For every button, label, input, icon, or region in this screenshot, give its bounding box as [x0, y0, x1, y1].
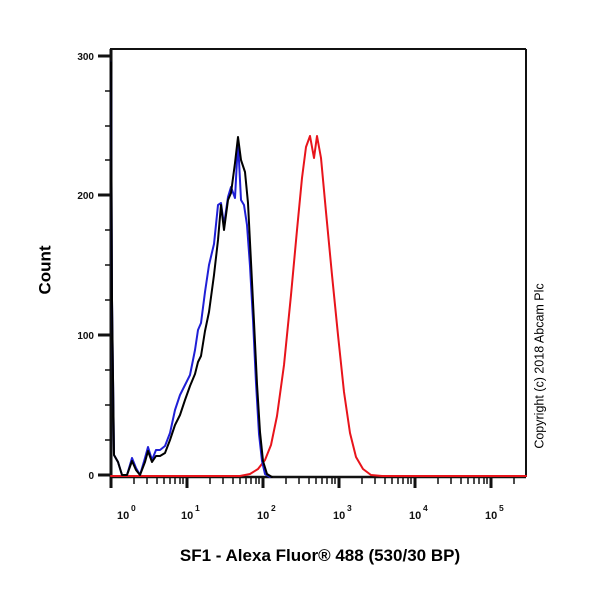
- copyright-notice: Copyright (c) 2018 Abcam Plc: [533, 283, 548, 449]
- svg-text:3: 3: [347, 503, 352, 513]
- x-tick-10e4: 10 4: [409, 503, 428, 522]
- svg-text:10: 10: [257, 510, 269, 522]
- svg-text:10: 10: [409, 510, 421, 522]
- x-axis-title: SF1 - Alexa Fluor® 488 (530/30 BP): [179, 546, 461, 565]
- svg-text:10: 10: [485, 510, 497, 522]
- series-black-control: [110, 61, 273, 478]
- svg-text:1: 1: [195, 503, 200, 513]
- y-axis: [98, 54, 111, 477]
- svg-text:2: 2: [271, 503, 276, 513]
- series-blue-isotype: [110, 61, 271, 478]
- svg-text:5: 5: [499, 503, 504, 513]
- svg-text:4: 4: [423, 503, 428, 513]
- svg-text:10: 10: [333, 510, 345, 522]
- y-tick-100: 100: [77, 331, 94, 342]
- y-tick-300: 300: [77, 52, 94, 63]
- plot-frame: [109, 48, 527, 480]
- svg-text:10: 10: [117, 510, 129, 522]
- y-tick-200: 200: [77, 191, 94, 202]
- x-tick-10e2: 10 2: [257, 503, 276, 522]
- svg-text:0: 0: [131, 503, 136, 513]
- x-axis: [109, 477, 515, 488]
- series-red-sf1: [110, 135, 527, 477]
- x-tick-10e1: 10 1: [181, 503, 200, 522]
- x-tick-labels: 10 0 10 1 10 2 10 3 10 4 10 5: [117, 503, 504, 522]
- x-tick-10e0: 10 0: [117, 503, 136, 522]
- y-axis-title: Count: [36, 245, 55, 295]
- svg-text:10: 10: [181, 510, 193, 522]
- x-tick-10e5: 10 5: [485, 503, 504, 522]
- series-lines: [110, 61, 527, 478]
- x-tick-10e3: 10 3: [333, 503, 352, 522]
- y-tick-labels: 300 200 100 0: [77, 52, 94, 482]
- y-tick-0: 0: [88, 471, 94, 482]
